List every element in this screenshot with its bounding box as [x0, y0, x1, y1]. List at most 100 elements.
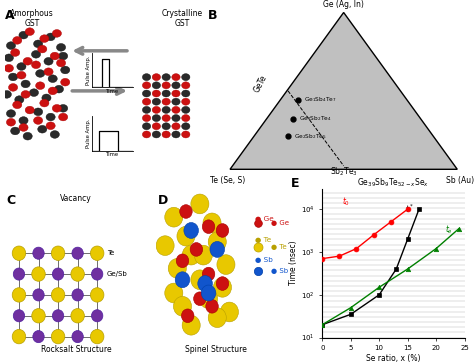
- Circle shape: [17, 63, 26, 70]
- Text: B: B: [208, 9, 218, 22]
- Circle shape: [168, 258, 186, 278]
- Circle shape: [31, 50, 41, 58]
- Circle shape: [172, 106, 180, 113]
- Circle shape: [91, 329, 104, 344]
- Circle shape: [152, 115, 161, 122]
- Circle shape: [51, 246, 65, 260]
- Circle shape: [142, 115, 151, 122]
- Circle shape: [142, 106, 151, 113]
- Circle shape: [25, 106, 34, 114]
- Circle shape: [21, 80, 30, 88]
- Circle shape: [46, 122, 55, 130]
- Circle shape: [61, 66, 70, 74]
- Circle shape: [44, 57, 53, 65]
- Circle shape: [172, 131, 180, 138]
- Circle shape: [10, 49, 20, 56]
- Circle shape: [172, 115, 180, 122]
- Text: Vacancy: Vacancy: [60, 194, 91, 203]
- Circle shape: [51, 288, 65, 302]
- Circle shape: [23, 132, 32, 140]
- Circle shape: [52, 29, 62, 37]
- Text: Rocksalt Structure: Rocksalt Structure: [41, 345, 111, 354]
- Circle shape: [72, 289, 83, 301]
- Circle shape: [34, 117, 43, 125]
- Text: ● Sb: ● Sb: [255, 257, 273, 264]
- Circle shape: [4, 64, 13, 72]
- Circle shape: [72, 247, 83, 259]
- Text: $t_e$: $t_e$: [445, 224, 453, 236]
- Circle shape: [142, 82, 151, 89]
- Circle shape: [55, 85, 64, 93]
- Circle shape: [156, 236, 174, 256]
- Text: ● Ge: ● Ge: [271, 220, 289, 226]
- Circle shape: [32, 309, 46, 323]
- Circle shape: [44, 68, 53, 76]
- Circle shape: [203, 213, 221, 233]
- Circle shape: [36, 70, 45, 77]
- Circle shape: [19, 117, 28, 125]
- Text: $t_0$: $t_0$: [342, 195, 350, 208]
- Circle shape: [201, 285, 216, 301]
- Circle shape: [2, 90, 11, 98]
- Circle shape: [152, 90, 161, 97]
- Circle shape: [48, 75, 57, 82]
- Circle shape: [182, 131, 190, 138]
- Circle shape: [216, 277, 229, 290]
- Circle shape: [182, 98, 190, 105]
- Circle shape: [162, 131, 170, 138]
- Circle shape: [50, 131, 59, 138]
- Text: ● Te: ● Te: [271, 244, 286, 250]
- Text: ● Sb: ● Sb: [271, 268, 288, 274]
- Circle shape: [220, 302, 238, 322]
- Circle shape: [182, 82, 190, 89]
- Circle shape: [172, 74, 180, 81]
- Circle shape: [152, 106, 161, 113]
- Circle shape: [176, 254, 189, 268]
- Text: D: D: [158, 194, 168, 207]
- Circle shape: [23, 57, 32, 65]
- Circle shape: [36, 82, 45, 90]
- Circle shape: [162, 98, 170, 105]
- Text: ● Ge: ● Ge: [255, 216, 273, 223]
- Circle shape: [19, 31, 28, 39]
- Circle shape: [7, 118, 16, 126]
- Circle shape: [91, 246, 104, 260]
- Circle shape: [190, 242, 203, 256]
- Text: $t^*$: $t^*$: [405, 203, 414, 215]
- Circle shape: [10, 127, 20, 135]
- Circle shape: [208, 232, 226, 252]
- Circle shape: [217, 255, 235, 274]
- Circle shape: [191, 194, 209, 214]
- Circle shape: [40, 35, 49, 42]
- Circle shape: [34, 108, 43, 116]
- Circle shape: [15, 96, 24, 103]
- X-axis label: Time: Time: [106, 89, 119, 94]
- Circle shape: [180, 205, 192, 218]
- Circle shape: [200, 289, 218, 309]
- Circle shape: [162, 90, 170, 97]
- Text: GST: GST: [24, 19, 39, 28]
- Circle shape: [142, 98, 151, 105]
- Text: Ge (Ag, In): Ge (Ag, In): [323, 0, 364, 9]
- Circle shape: [13, 268, 25, 280]
- Y-axis label: Pulse Amp.: Pulse Amp.: [86, 119, 91, 148]
- Circle shape: [50, 52, 59, 60]
- Circle shape: [4, 54, 13, 62]
- Circle shape: [182, 123, 190, 130]
- Circle shape: [182, 245, 200, 265]
- Circle shape: [184, 223, 199, 238]
- Text: A: A: [5, 9, 14, 22]
- Circle shape: [152, 123, 161, 130]
- Circle shape: [182, 309, 194, 323]
- Circle shape: [42, 94, 51, 102]
- Circle shape: [38, 45, 47, 53]
- Circle shape: [71, 267, 84, 281]
- Circle shape: [52, 105, 62, 112]
- Text: Sb$_2$Te$_3$: Sb$_2$Te$_3$: [330, 166, 357, 178]
- Circle shape: [46, 33, 55, 41]
- Circle shape: [59, 105, 68, 112]
- Circle shape: [13, 101, 22, 109]
- Circle shape: [9, 73, 18, 81]
- Circle shape: [162, 74, 170, 81]
- Circle shape: [182, 90, 190, 97]
